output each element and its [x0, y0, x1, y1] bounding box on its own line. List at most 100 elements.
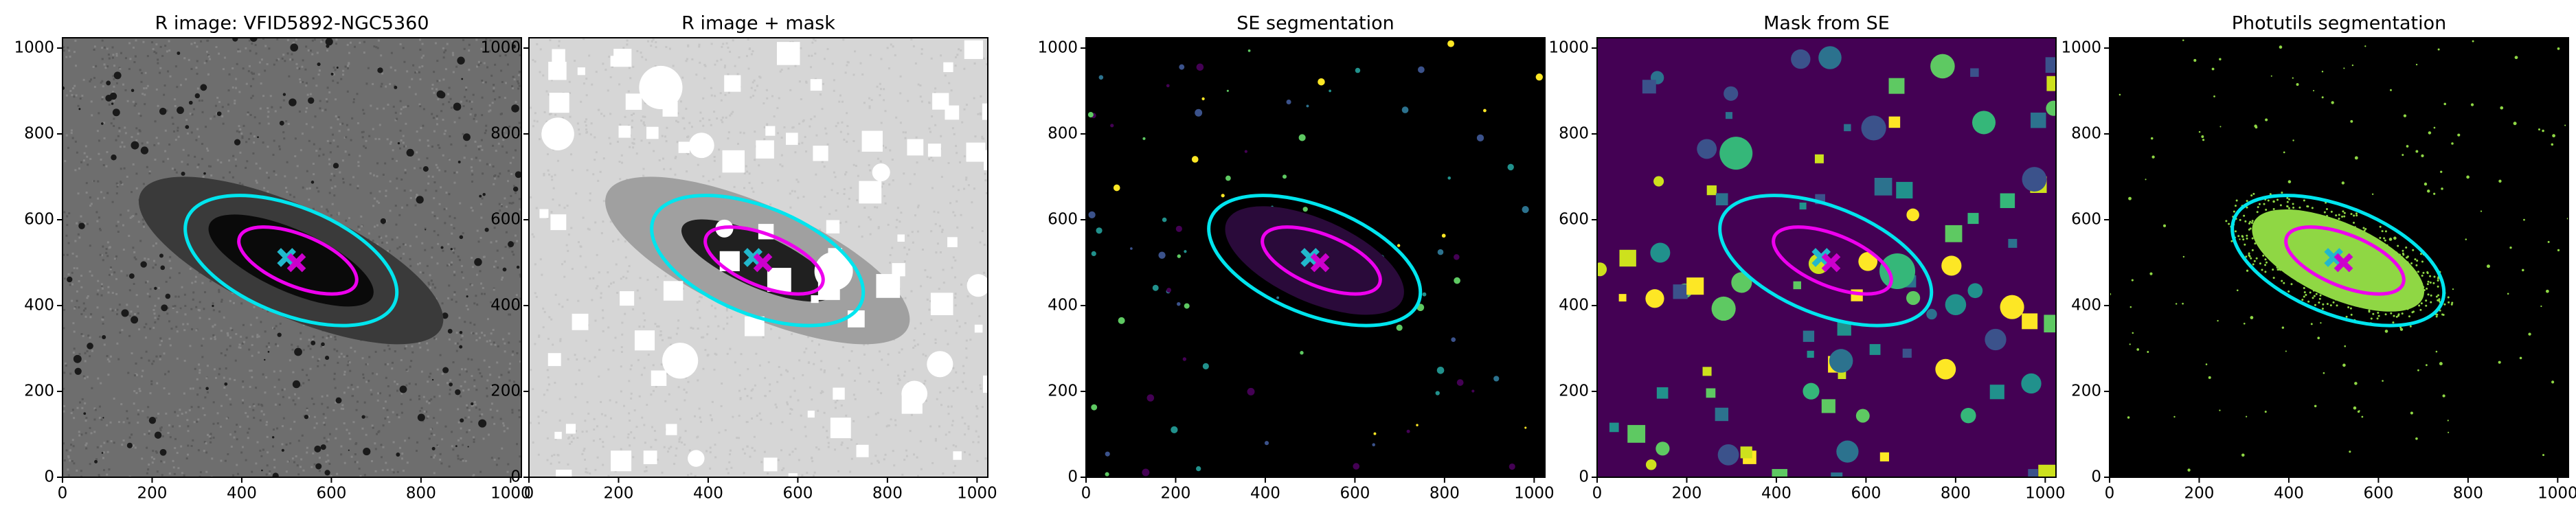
panel-title: Mask from SE — [1763, 13, 1890, 34]
y-tick-label: 0 — [510, 468, 521, 486]
x-tick-label: 600 — [1851, 485, 1881, 503]
x-tick-label: 0 — [1081, 485, 1092, 503]
marker — [753, 253, 773, 273]
y-tick-label: 600 — [1048, 211, 1078, 229]
ellipse — [1261, 225, 1382, 296]
y-tick-label: 1000 — [480, 39, 521, 57]
marker — [2334, 253, 2353, 273]
ellipse — [1207, 194, 1423, 328]
x-tick-label: 600 — [1340, 485, 1370, 503]
panel-title: R image + mask — [681, 13, 835, 34]
x-tick-label: 1000 — [490, 485, 531, 503]
y-tick-label: 600 — [1559, 211, 1589, 229]
y-tick-label: 0 — [44, 468, 54, 486]
x-tick-label: 200 — [1672, 485, 1702, 503]
axes-frame — [1596, 37, 2057, 478]
axes-frame — [528, 37, 988, 478]
y-tick-label: 200 — [490, 382, 521, 400]
x-tick-label: 400 — [2274, 485, 2304, 503]
y-tick-label: 1000 — [1548, 39, 1589, 57]
x-tick-label: 200 — [137, 485, 168, 503]
y-tick-label: 800 — [1048, 125, 1078, 143]
x-tick-label: 200 — [2184, 485, 2215, 503]
x-tick-label: 200 — [1161, 485, 1191, 503]
image — [1086, 38, 1545, 477]
panel-title: Photutils segmentation — [2232, 13, 2447, 34]
image — [529, 38, 988, 477]
marker — [1300, 248, 1320, 267]
y-tick-label: 200 — [24, 382, 54, 400]
x-tick-label: 0 — [1592, 485, 1603, 503]
y-tick-label: 400 — [1559, 297, 1589, 314]
x-tick-label: 1000 — [2538, 485, 2576, 503]
y-tick-label: 800 — [1559, 125, 1589, 143]
x-tick-label: 200 — [604, 485, 634, 503]
x-tick-label: 600 — [316, 485, 346, 503]
panel: Photutils segmentation 0 200 400 600 800 1000 0… — [2061, 13, 2576, 503]
x-tick-label: 800 — [1941, 485, 1971, 503]
image — [63, 38, 521, 477]
x-tick-label: 400 — [693, 485, 723, 503]
x-tick-label: 800 — [1430, 485, 1460, 503]
y-tick-label: 600 — [2071, 211, 2101, 229]
x-tick-label: 400 — [1761, 485, 1792, 503]
marker — [277, 248, 297, 267]
axes-frame — [2109, 37, 2569, 478]
y-tick-label: 800 — [2071, 125, 2101, 143]
y-tick-label: 1000 — [2061, 39, 2101, 57]
x-tick-label: 1000 — [957, 485, 997, 503]
y-tick-label: 400 — [24, 297, 54, 314]
x-tick-label: 0 — [524, 485, 534, 503]
ellipse — [1718, 194, 1934, 328]
y-tick-label: 1000 — [14, 39, 54, 57]
y-tick-label: 400 — [490, 297, 521, 314]
image — [1597, 38, 2056, 477]
y-tick-label: 400 — [2071, 297, 2101, 314]
y-tick-label: 800 — [490, 125, 521, 143]
y-tick-label: 0 — [1067, 468, 1078, 486]
ellipse — [650, 194, 866, 328]
marker — [1310, 253, 1330, 273]
y-tick-label: 200 — [1559, 382, 1589, 400]
image — [2110, 38, 2568, 477]
y-tick-label: 0 — [2091, 468, 2101, 486]
y-tick-label: 200 — [2071, 382, 2101, 400]
marker — [286, 253, 306, 273]
x-tick-label: 0 — [2105, 485, 2115, 503]
y-tick-label: 800 — [24, 125, 54, 143]
ellipse — [2284, 225, 2406, 296]
panel: SE segmentation 0 200 400 600 800 1000 0 200 400 6… — [1037, 13, 1554, 503]
panel-title: SE segmentation — [1236, 13, 1394, 34]
ellipse — [703, 225, 825, 296]
x-tick-label: 800 — [2453, 485, 2483, 503]
x-tick-label: 1000 — [1514, 485, 1555, 503]
y-tick-label: 1000 — [1037, 39, 1078, 57]
ellipse — [183, 194, 399, 328]
marker — [2324, 248, 2343, 267]
panel: R image: VFID5892-NGC5360 0 200 400 600 800 10… — [14, 13, 530, 503]
y-tick-label: 600 — [490, 211, 521, 229]
y-tick-label: 400 — [1048, 297, 1078, 314]
x-tick-label: 400 — [227, 485, 257, 503]
y-tick-label: 600 — [24, 211, 54, 229]
panel: Mask from SE 0 200 400 600 800 1000 0 200 400 600 8… — [1548, 13, 2065, 503]
x-tick-label: 800 — [872, 485, 903, 503]
y-tick-label: 0 — [1579, 468, 1589, 486]
marker — [743, 248, 762, 267]
x-tick-label: 1000 — [2025, 485, 2066, 503]
x-tick-label: 400 — [1250, 485, 1280, 503]
panel-title: R image: VFID5892-NGC5360 — [155, 13, 429, 34]
axes-frame — [62, 37, 522, 478]
ellipse — [237, 225, 359, 296]
y-tick-label: 200 — [1048, 382, 1078, 400]
x-tick-label: 600 — [782, 485, 813, 503]
ellipse — [1772, 225, 1893, 296]
x-tick-label: 0 — [58, 485, 68, 503]
marker — [1811, 248, 1831, 267]
x-tick-label: 800 — [406, 485, 436, 503]
ellipse — [2230, 194, 2446, 328]
marker — [1821, 253, 1841, 273]
axes-frame — [1085, 37, 1546, 478]
